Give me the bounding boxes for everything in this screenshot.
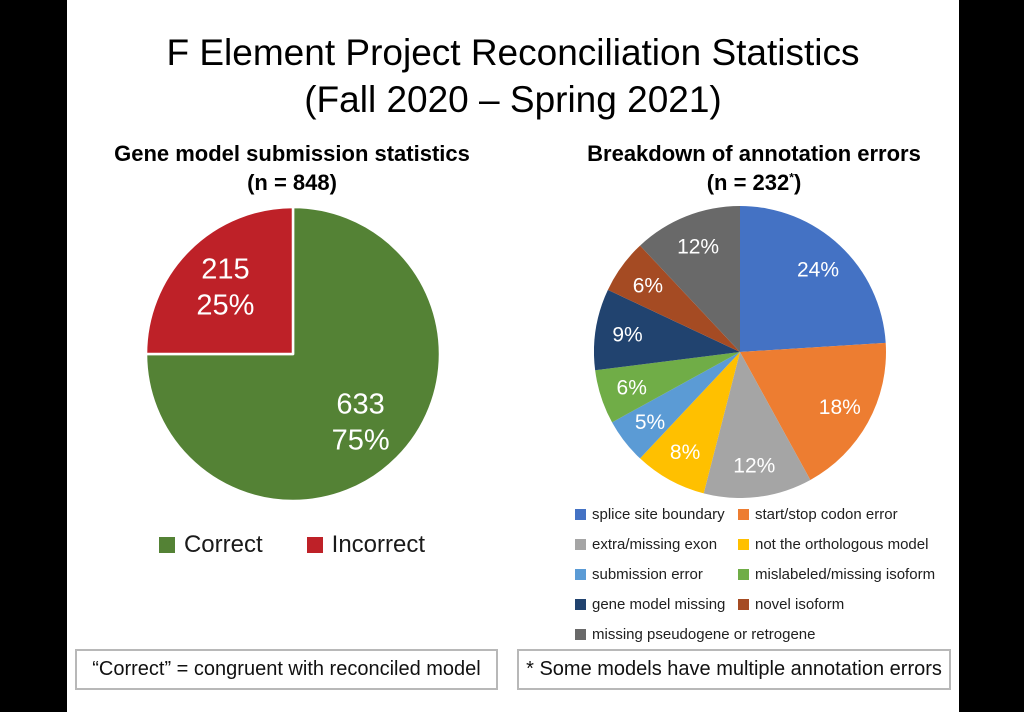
- legend-swatch-icon: [738, 599, 749, 610]
- errors-pie-chart: 24% 18% 12% 8%5% 6% 9% 6% 12%: [594, 206, 886, 498]
- legend-swatch-icon: [738, 509, 749, 520]
- main-title-line-1: F Element Project Reconciliation Statist…: [166, 32, 860, 73]
- legend-label: mislabeled/missing isoform: [755, 566, 936, 583]
- submission-chart-title-line-1: Gene model submission statistics: [114, 141, 470, 166]
- pie-slice-missing-pseudogene-or-retrogene: [640, 206, 740, 352]
- legend-item-extra-missing-exon: extra/missing exon: [575, 536, 738, 553]
- legend-item-missing-pseudogene-or-retrogene: missing pseudogene or retrogene: [575, 626, 815, 643]
- legend-label: splice site boundary: [592, 506, 725, 523]
- legend-label: submission error: [592, 566, 703, 583]
- legend-swatch-icon: [575, 509, 586, 520]
- submission-chart-n-label: (n = 848): [247, 170, 337, 196]
- slice-label-not-the-orthologous-model: 8%: [670, 441, 700, 464]
- legend-item-mislabeled-missing-isoform: mislabeled/missing isoform: [738, 566, 935, 583]
- legend-item-not-the-orthologous-model: not the orthologous model: [738, 536, 935, 553]
- legend-swatch-icon: [738, 539, 749, 550]
- slice-label-mislabeled-missing-isoform: 6%: [617, 377, 647, 400]
- asterisk-superscript: *: [789, 170, 794, 185]
- main-title: F Element Project Reconciliation Statist…: [67, 30, 959, 123]
- slice-label-start-stop-codon-error: 18%: [819, 396, 861, 419]
- pie-slice-extra-missing-exon: [703, 352, 811, 498]
- slide: F Element Project Reconciliation Statist…: [67, 0, 959, 712]
- legend-label: extra/missing exon: [592, 536, 718, 553]
- slice-label-extra-missing-exon: 12%: [733, 454, 775, 477]
- errors-chart-title-line-1: Breakdown of annotation errors: [587, 141, 921, 166]
- slice-label-correct: 633 75%: [332, 389, 390, 457]
- pie-slice-mislabeled-missing-isoform: [595, 352, 740, 423]
- legend-label: missing pseudogene or retrogene: [592, 626, 816, 643]
- pie-slice-start-stop-codon-error: [740, 342, 886, 480]
- main-title-line-2: (Fall 2020 – Spring 2021): [304, 78, 722, 120]
- slice-label-novel-isoform: 6%: [633, 274, 663, 297]
- errors-chart-n-label: (n = 232*): [706, 170, 802, 196]
- slice-label-splice-site-boundary: 24%: [797, 258, 839, 281]
- correct-definition-note: “Correct” = congruent with reconciled mo…: [75, 649, 498, 690]
- legend-label: not the orthologous model: [755, 536, 929, 553]
- legend-swatch-icon: [158, 537, 175, 553]
- pie-slice-submission-error: [612, 352, 740, 459]
- legend-item-splice-site-boundary: splice site boundary: [575, 506, 738, 523]
- pie-slice-gene-model-missing: [594, 289, 740, 371]
- submission-chart-title: Gene model submission statistics (n = 84…: [82, 139, 502, 197]
- legend-label: Incorrect: [331, 531, 426, 558]
- errors-legend: splice site boundary start/stop codon err…: [575, 506, 935, 643]
- multiple-errors-note: * Some models have multiple annotation e…: [517, 649, 951, 690]
- legend-item-start-stop-codon-error: start/stop codon error: [738, 506, 935, 523]
- slice-label-incorrect: 215 25%: [196, 254, 254, 322]
- pie-slice-novel-isoform: [607, 245, 740, 352]
- slice-label-gene-model-missing: 9%: [612, 324, 642, 347]
- slice-label-missing-pseudogene-or-retrogene: 12%: [677, 236, 719, 259]
- slice-label-submission-error: 5%: [635, 411, 665, 434]
- pie-slice-splice-site-boundary: [740, 206, 886, 352]
- legend-swatch-icon: [575, 569, 586, 580]
- pie-slice-incorrect: [146, 207, 295, 356]
- errors-chart-title: Breakdown of annotation errors (n = 232*…: [559, 139, 949, 197]
- legend-item-novel-isoform: novel isoform: [738, 596, 935, 613]
- legend-item-correct: Correct: [158, 531, 263, 559]
- legend-label: novel isoform: [755, 596, 845, 613]
- legend-item-submission-error: submission error: [575, 566, 738, 583]
- legend-swatch-icon: [738, 569, 749, 580]
- pie-slice-not-the-orthologous-model: [640, 352, 740, 494]
- legend-swatch-icon: [575, 629, 586, 640]
- submission-legend: Correct Incorrect: [82, 531, 502, 559]
- legend-swatch-icon: [575, 599, 586, 610]
- legend-swatch-icon: [306, 537, 323, 553]
- legend-item-incorrect: Incorrect: [306, 531, 426, 559]
- legend-item-gene-model-missing: gene model missing: [575, 596, 738, 613]
- legend-label: start/stop codon error: [755, 506, 898, 523]
- legend-label: gene model missing: [592, 596, 726, 613]
- legend-label: Correct: [183, 531, 263, 558]
- legend-swatch-icon: [575, 539, 586, 550]
- submission-pie-chart: 633 75% 215 25%: [146, 207, 440, 501]
